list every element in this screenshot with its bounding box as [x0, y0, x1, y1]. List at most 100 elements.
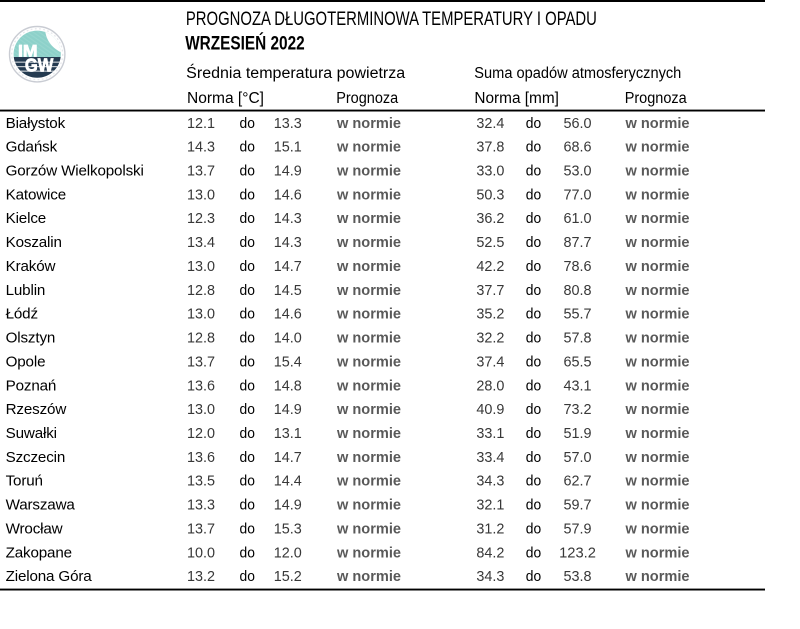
svg-text:12.0: 12.0	[274, 544, 302, 561]
svg-text:do: do	[240, 282, 255, 299]
svg-text:do: do	[526, 568, 541, 585]
svg-text:42.2: 42.2	[476, 258, 504, 275]
svg-text:13.5: 13.5	[187, 473, 215, 490]
svg-text:do: do	[526, 473, 541, 490]
svg-text:13.6: 13.6	[187, 449, 215, 466]
svg-text:40.9: 40.9	[476, 401, 504, 418]
svg-text:do: do	[240, 306, 255, 323]
svg-text:do: do	[240, 234, 255, 251]
svg-text:GW: GW	[25, 55, 54, 75]
svg-text:33.1: 33.1	[476, 425, 504, 442]
svg-text:13.0: 13.0	[187, 258, 215, 275]
svg-text:12.8: 12.8	[187, 330, 215, 347]
svg-text:36.2: 36.2	[476, 210, 504, 227]
svg-text:w normie: w normie	[336, 115, 401, 132]
svg-text:33.4: 33.4	[476, 449, 504, 466]
svg-text:do: do	[240, 163, 255, 180]
svg-text:do: do	[526, 282, 541, 299]
svg-text:w normie: w normie	[625, 282, 690, 299]
svg-text:12.1: 12.1	[187, 115, 215, 132]
svg-text:14.3: 14.3	[274, 210, 302, 227]
svg-text:68.6: 68.6	[564, 139, 592, 156]
svg-text:w normie: w normie	[336, 377, 401, 394]
svg-text:34.3: 34.3	[476, 473, 504, 490]
svg-text:do: do	[526, 163, 541, 180]
svg-text:PROGNOZA DŁUGOTERMINOWA TEMPER: PROGNOZA DŁUGOTERMINOWA TEMPERATURY I OP…	[186, 8, 597, 30]
svg-text:do: do	[240, 520, 255, 537]
svg-text:53.0: 53.0	[564, 163, 592, 180]
svg-text:do: do	[526, 520, 541, 537]
svg-text:w normie: w normie	[336, 306, 401, 323]
svg-text:52.5: 52.5	[476, 234, 504, 251]
svg-text:w normie: w normie	[625, 473, 690, 490]
svg-text:57.9: 57.9	[564, 520, 592, 537]
svg-text:80.8: 80.8	[564, 282, 592, 299]
svg-text:Norma [°C]: Norma [°C]	[187, 90, 264, 107]
svg-text:32.4: 32.4	[476, 115, 504, 132]
svg-text:13.6: 13.6	[187, 377, 215, 394]
svg-text:12.8: 12.8	[187, 282, 215, 299]
svg-text:do: do	[526, 139, 541, 156]
svg-text:13.3: 13.3	[187, 497, 215, 514]
svg-text:do: do	[526, 401, 541, 418]
svg-text:do: do	[240, 258, 255, 275]
svg-text:w normie: w normie	[625, 115, 690, 132]
svg-text:14.8: 14.8	[274, 377, 302, 394]
svg-text:do: do	[526, 234, 541, 251]
svg-text:13.0: 13.0	[187, 306, 215, 323]
svg-text:w normie: w normie	[336, 163, 401, 180]
svg-text:do: do	[240, 497, 255, 514]
svg-text:51.9: 51.9	[564, 425, 592, 442]
svg-text:77.0: 77.0	[564, 186, 592, 203]
svg-text:w normie: w normie	[625, 425, 690, 442]
svg-text:w normie: w normie	[625, 497, 690, 514]
svg-text:WRZESIEŃ 2022: WRZESIEŃ 2022	[185, 32, 305, 55]
svg-text:w normie: w normie	[336, 234, 401, 251]
svg-text:Kraków: Kraków	[6, 258, 56, 275]
svg-text:Prognoza: Prognoza	[336, 90, 398, 107]
svg-text:15.4: 15.4	[274, 353, 302, 370]
svg-text:w normie: w normie	[625, 568, 690, 585]
svg-text:Średnia temperatura powietrza: Średnia temperatura powietrza	[186, 64, 406, 82]
svg-text:Suma opadów atmosferycznych: Suma opadów atmosferycznych	[474, 65, 681, 82]
svg-text:37.7: 37.7	[476, 282, 504, 299]
svg-text:w normie: w normie	[336, 139, 401, 156]
svg-text:Białystok: Białystok	[6, 115, 66, 132]
svg-text:33.0: 33.0	[476, 163, 504, 180]
svg-text:w normie: w normie	[625, 330, 690, 347]
svg-text:Zielona Góra: Zielona Góra	[6, 568, 93, 585]
svg-text:12.3: 12.3	[187, 210, 215, 227]
svg-text:62.7: 62.7	[564, 473, 592, 490]
svg-text:15.1: 15.1	[274, 139, 302, 156]
svg-text:w normie: w normie	[336, 186, 401, 203]
svg-text:14.9: 14.9	[274, 497, 302, 514]
svg-text:Zakopane: Zakopane	[6, 544, 72, 561]
svg-text:do: do	[526, 306, 541, 323]
svg-text:do: do	[240, 449, 255, 466]
svg-text:Norma [mm]: Norma [mm]	[474, 90, 559, 107]
svg-text:53.8: 53.8	[564, 568, 592, 585]
svg-text:w normie: w normie	[625, 401, 690, 418]
svg-text:do: do	[240, 377, 255, 394]
svg-text:14.3: 14.3	[274, 234, 302, 251]
svg-text:do: do	[526, 186, 541, 203]
svg-text:do: do	[526, 353, 541, 370]
svg-text:32.2: 32.2	[476, 330, 504, 347]
svg-text:Katowice: Katowice	[6, 186, 66, 203]
svg-text:14.6: 14.6	[274, 186, 302, 203]
svg-text:15.3: 15.3	[274, 520, 302, 537]
svg-text:do: do	[240, 210, 255, 227]
svg-text:do: do	[240, 473, 255, 490]
svg-text:w normie: w normie	[336, 449, 401, 466]
svg-text:do: do	[526, 425, 541, 442]
svg-text:w normie: w normie	[625, 449, 690, 466]
svg-text:w normie: w normie	[336, 258, 401, 275]
svg-text:Toruń: Toruń	[6, 473, 43, 490]
svg-text:37.8: 37.8	[476, 139, 504, 156]
svg-text:w normie: w normie	[336, 473, 401, 490]
svg-text:14.7: 14.7	[274, 449, 302, 466]
svg-text:w normie: w normie	[625, 234, 690, 251]
svg-text:do: do	[240, 401, 255, 418]
svg-text:w normie: w normie	[336, 544, 401, 561]
svg-text:13.0: 13.0	[187, 401, 215, 418]
